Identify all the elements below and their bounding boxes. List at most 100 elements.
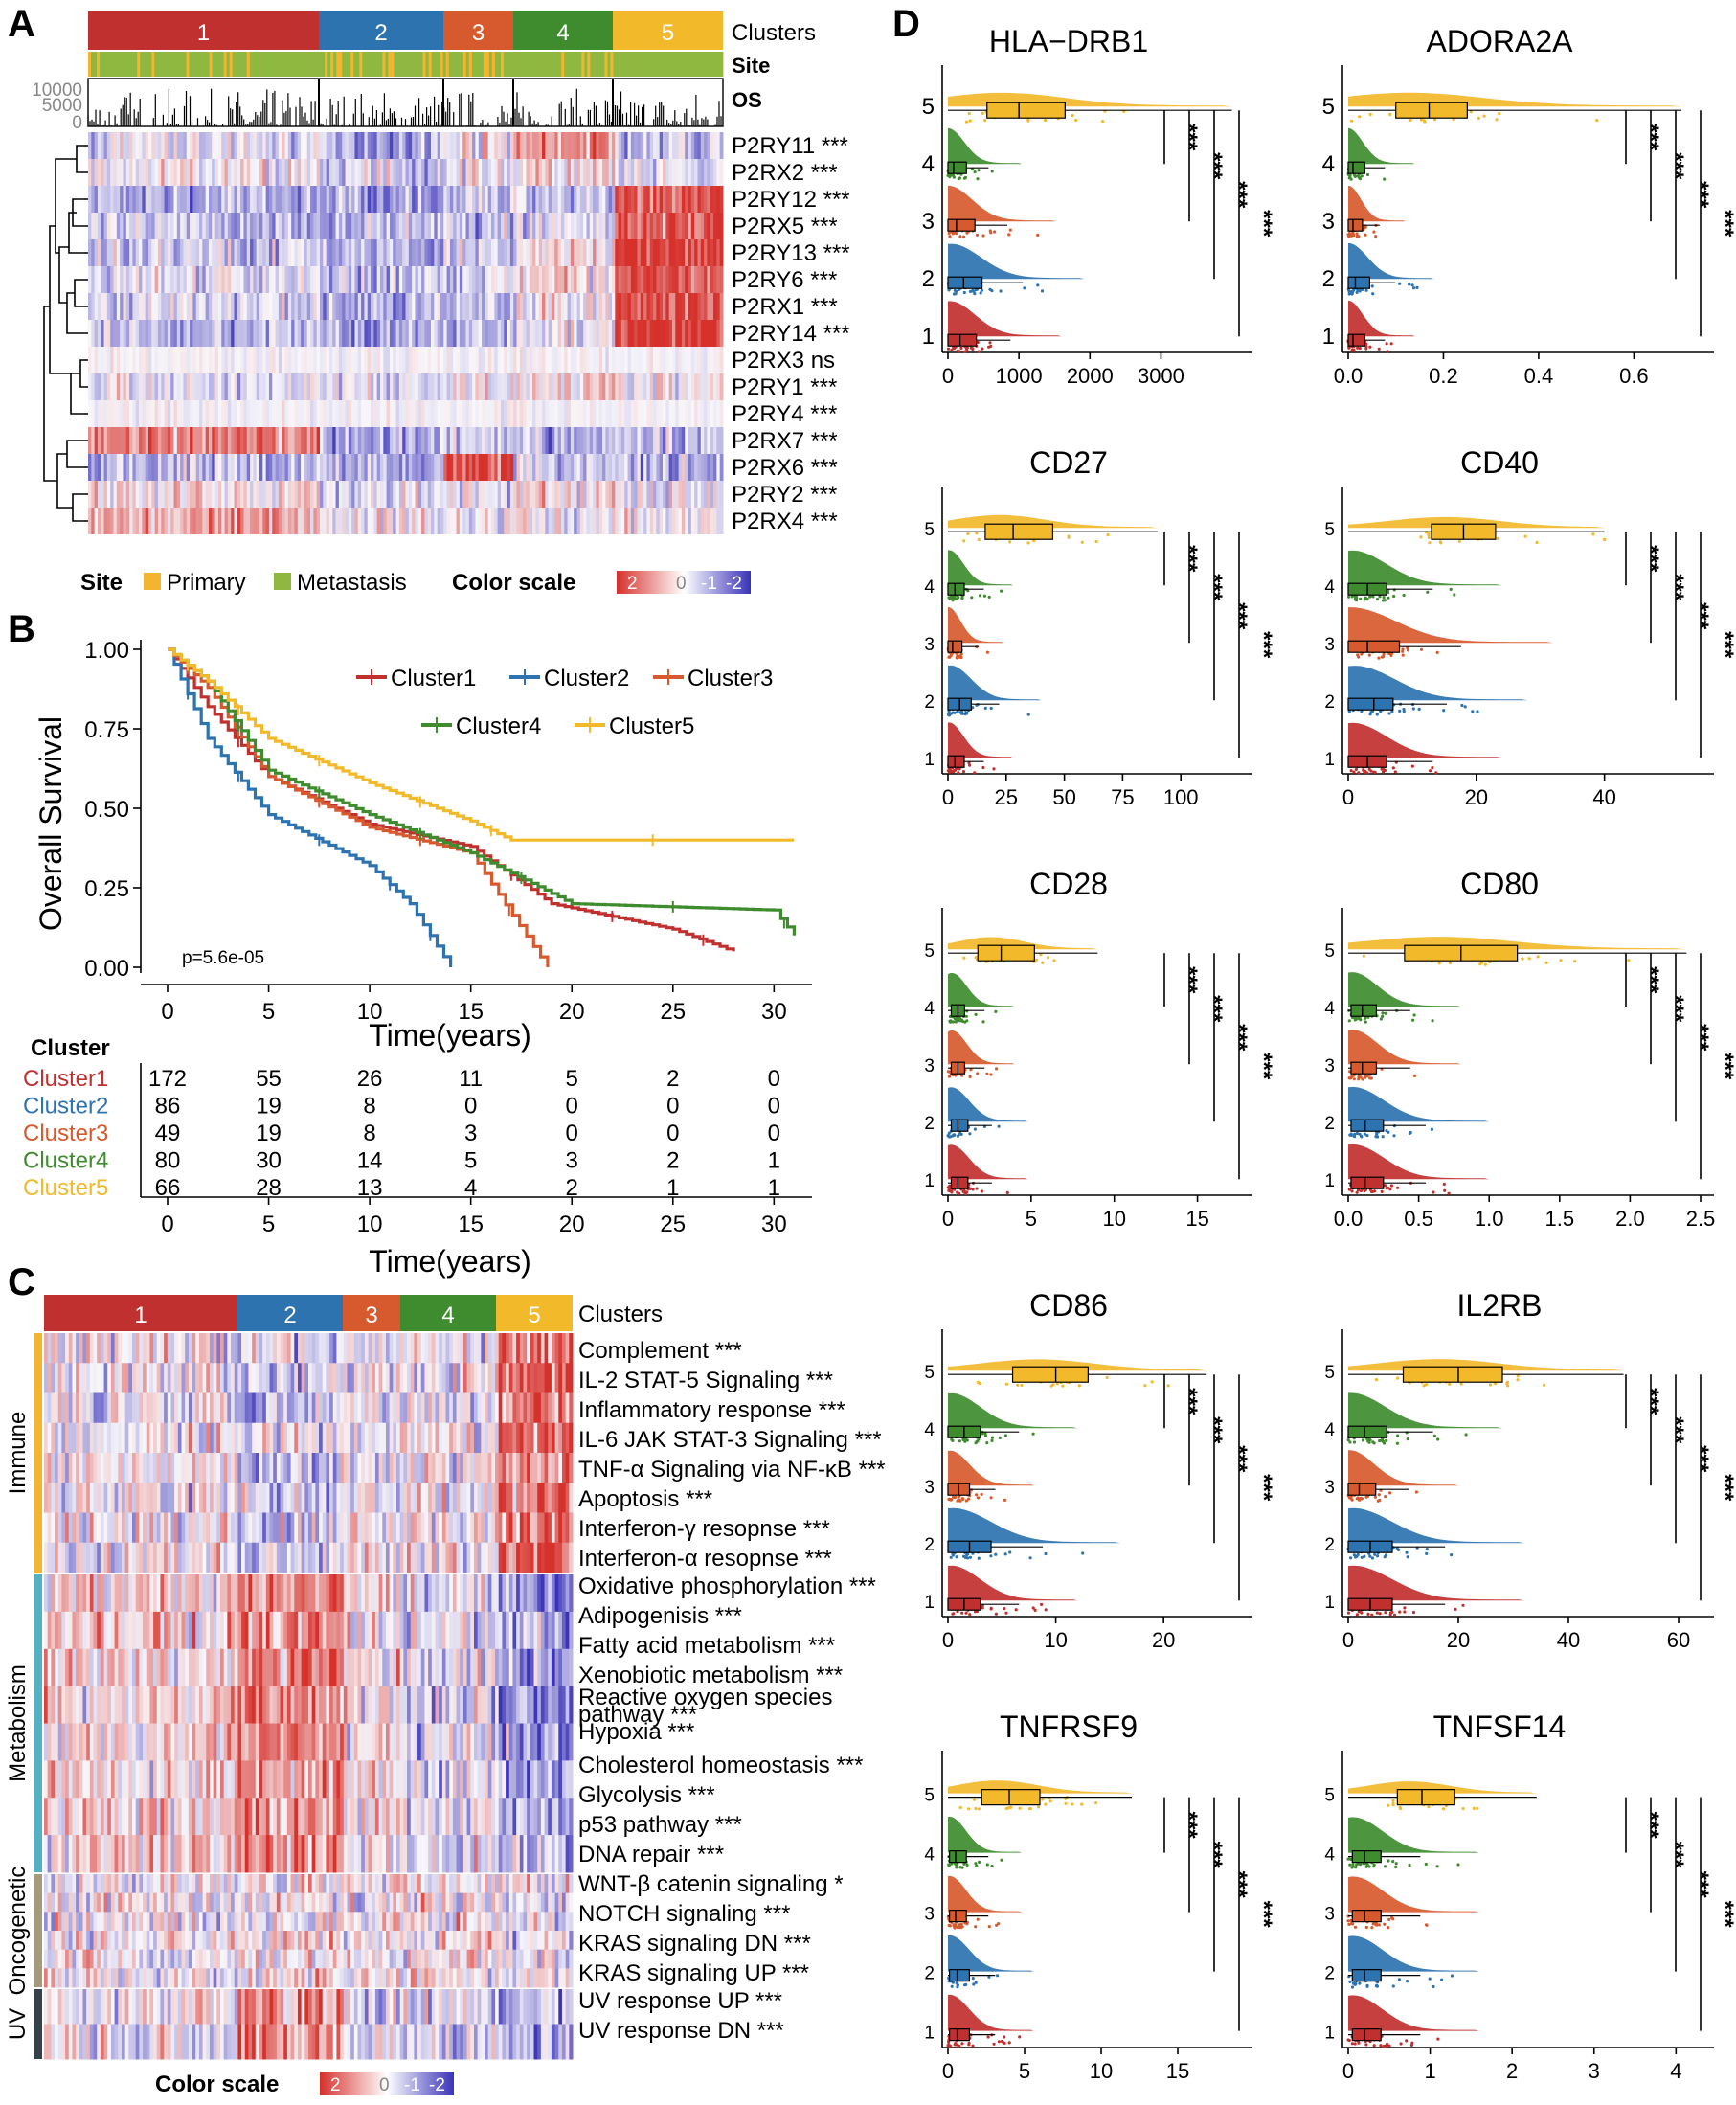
heat-cell (202, 239, 207, 266)
heat-cell (284, 266, 289, 293)
heat-cell (640, 266, 644, 293)
c-heat-cell (441, 1392, 447, 1424)
site-cell (544, 52, 548, 77)
c-heat-cell (202, 1422, 207, 1454)
heat-cell (348, 213, 352, 239)
heat-cell (417, 373, 422, 400)
heat-cell (253, 400, 258, 427)
heat-cell (526, 159, 530, 186)
heat-cell (199, 400, 203, 427)
heat-cell (519, 132, 524, 159)
heat-cell (357, 373, 362, 400)
heat-cell (180, 320, 184, 347)
c-heat-cell (441, 1363, 447, 1393)
site-cell (682, 52, 687, 77)
heat-cell (199, 186, 203, 213)
panel-a-clusters-label: Clusters (732, 20, 816, 46)
heat-cell (640, 213, 644, 239)
c-heat-cell (353, 1483, 359, 1513)
heat-cell (494, 213, 499, 239)
site-cell (512, 52, 516, 77)
c-heat-cell (403, 1483, 408, 1513)
km-legend-label-2: Cluster2 (544, 666, 629, 691)
heat-cell (542, 320, 546, 347)
c-heat-cell (213, 1333, 217, 1364)
c-heat-cell (336, 1574, 341, 1613)
heat-cell (395, 213, 400, 239)
heat-cell (88, 186, 92, 213)
heat-cell (611, 239, 616, 266)
c-heat-cell (449, 1483, 454, 1513)
heat-cell (221, 132, 226, 159)
heat-cell (326, 266, 330, 293)
heat-cell (663, 400, 666, 427)
c-heat-cell (153, 1483, 158, 1513)
heat-cell (139, 427, 143, 454)
heat-cell (367, 481, 372, 508)
c-heat-cell (403, 1392, 408, 1424)
c-heat-cell (417, 1422, 422, 1454)
c-heat-cell (156, 1648, 161, 1687)
c-heat-cell (128, 1453, 133, 1483)
heat-cell (668, 159, 673, 186)
c-heat-cell (177, 1453, 183, 1483)
c-heat-cell (495, 1574, 500, 1613)
c-heat-cell (177, 1392, 183, 1424)
heat-cell (685, 320, 689, 347)
heat-cell (265, 347, 270, 373)
heat-cell (142, 347, 147, 373)
c-heat-cell (424, 1542, 429, 1573)
c-heat-cell (311, 1392, 316, 1424)
heat-cell (395, 400, 400, 427)
heat-cell (268, 239, 273, 266)
heat-cell (284, 159, 289, 186)
c-heat-cell (103, 1611, 108, 1650)
c-heat-cell (548, 1512, 552, 1544)
panel-c-heatmap (44, 1333, 574, 2060)
heat-cell (412, 400, 416, 427)
heat-cell (328, 132, 333, 159)
c-heat-cell (248, 1648, 253, 1687)
heat-cell (282, 508, 286, 534)
heat-cell (212, 186, 216, 213)
c-heat-cell (353, 1542, 359, 1573)
heat-cell (167, 213, 171, 239)
heat-cell (431, 454, 435, 481)
c-heat-cell (364, 1574, 370, 1613)
heat-cell (564, 347, 569, 373)
heat-cell (615, 373, 620, 400)
heat-cell (113, 132, 118, 159)
heat-cell (681, 508, 686, 534)
c-heat-cell (57, 1422, 62, 1454)
c-heat-cell (195, 1611, 200, 1650)
heat-cell (513, 347, 518, 373)
heat-cell (646, 508, 651, 534)
c-heat-cell (548, 1422, 552, 1454)
heat-cell (259, 454, 263, 481)
heat-cell (690, 159, 695, 186)
panel-c-cluster-name-4: 4 (441, 1302, 454, 1328)
heat-cell (554, 293, 559, 320)
c-heat-cell (139, 1453, 144, 1483)
heat-cell (627, 132, 632, 159)
heat-cell (135, 454, 140, 481)
site-cell (292, 52, 297, 77)
heat-cell (97, 239, 101, 266)
heat-cell (113, 427, 118, 454)
site-cell (114, 52, 118, 77)
c-heat-cell (244, 1542, 249, 1573)
site-cell (94, 52, 98, 77)
heat-cell (199, 239, 203, 266)
heat-cell (627, 347, 632, 373)
heat-cell (259, 132, 263, 159)
heat-cell (593, 508, 597, 534)
c-heat-cell (393, 1611, 397, 1650)
heat-cell (154, 508, 159, 534)
c-heat-cell (280, 1392, 284, 1424)
heat-cell (468, 347, 473, 373)
c-heat-cell (55, 1512, 59, 1544)
heat-cell (431, 400, 435, 427)
heat-cell (383, 347, 388, 373)
site-cell (584, 52, 588, 77)
heat-cell (402, 266, 406, 293)
